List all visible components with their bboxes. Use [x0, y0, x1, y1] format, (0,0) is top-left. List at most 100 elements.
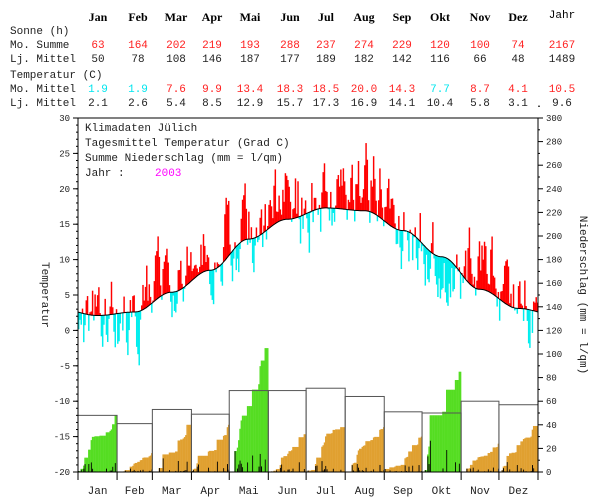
sun-longterm-value: 1489	[548, 54, 576, 66]
daily-precip-bar	[340, 469, 342, 472]
temp-bar-above	[497, 291, 500, 299]
precip-cumulative-bar	[458, 371, 461, 472]
precip-cumulative-bar	[210, 450, 212, 472]
precip-cumulative-bar	[330, 433, 332, 472]
daily-precip-bar	[90, 462, 92, 472]
daily-precip-bar	[424, 470, 426, 472]
temp-bar-above	[144, 286, 147, 309]
precip-cumulative-bar	[212, 450, 215, 472]
precip-cumulative-bar	[204, 455, 206, 472]
x-month-label: Okt	[432, 486, 452, 498]
temp-bar-below	[396, 229, 399, 244]
precip-cumulative-bar	[517, 445, 520, 472]
temp-bar-below	[522, 308, 525, 321]
temp-bar-below	[80, 312, 82, 325]
precip-cumulative-bar	[249, 406, 251, 472]
precip-cumulative-bar	[434, 415, 437, 472]
temp-bar-above	[243, 195, 245, 241]
precip-cumulative-bar	[457, 380, 459, 472]
daily-precip-bar	[287, 469, 289, 472]
temp-bar-above	[365, 143, 367, 211]
precip-cumulative-bar	[369, 441, 371, 472]
temp-bar-below	[433, 254, 435, 259]
temp-bar-below	[258, 235, 260, 240]
temp-bar-above	[245, 208, 248, 240]
precip-cumulative-bar	[467, 468, 469, 472]
temp-bar-below	[427, 249, 429, 280]
temp-bar-above	[322, 172, 324, 209]
precip-cumulative-bar	[340, 427, 342, 472]
temp-longterm-value: 10.4	[426, 98, 454, 110]
right-axis-label: Niederschlag (mm = l/qm)	[576, 216, 588, 374]
precip-cumulative-bar	[364, 445, 366, 472]
precip-cumulative-bar	[166, 454, 168, 472]
daily-precip-bar	[182, 470, 184, 472]
temp-bar-above	[348, 202, 351, 210]
precip-cumulative-bar	[186, 424, 188, 472]
daily-precip-bar	[92, 468, 94, 472]
temp-bar-below	[425, 247, 428, 255]
precip-cumulative-bar	[93, 436, 95, 472]
longterm-temp-curve	[77, 207, 539, 316]
temp-mean-value: 20.0	[350, 84, 378, 96]
precip-cumulative-bar	[414, 445, 416, 472]
temp-bar-below	[128, 312, 130, 331]
temp-bar-above	[512, 284, 515, 308]
precip-cumulative-bar	[418, 437, 420, 472]
right-tick-label: 260	[546, 161, 562, 171]
temp-bar-above	[505, 261, 507, 304]
precip-cumulative-bar	[437, 415, 439, 472]
daily-precip-bar	[520, 468, 522, 472]
precip-cumulative-bar	[149, 455, 152, 472]
temp-bar-below	[404, 230, 406, 232]
chart-title-3: Summe Niederschlag (mm = l/qm)	[85, 153, 283, 165]
temp-bar-above	[272, 218, 274, 226]
temp-bar-above	[112, 307, 114, 315]
temp-bar-below	[101, 315, 104, 347]
temp-bar-above	[95, 306, 98, 316]
precip-cumulative-bar	[159, 468, 162, 472]
temp-bar-above	[110, 281, 113, 315]
precip-cumulative-bar	[474, 460, 477, 472]
temp-bar-above	[326, 191, 328, 208]
precip-cumulative-bar	[185, 435, 187, 472]
precip-cumulative-bar	[360, 448, 362, 472]
temp-bar-above	[389, 208, 391, 226]
precip-cumulative-bar	[245, 415, 248, 472]
precip-cumulative-bar	[332, 429, 335, 472]
temp-bar-above	[284, 173, 287, 220]
precip-cumulative-bar	[497, 443, 500, 472]
daily-precip-bar	[384, 468, 386, 472]
temp-bar-above	[374, 178, 376, 214]
precip-cumulative-bar	[386, 468, 389, 472]
temp-bar-above	[180, 260, 182, 290]
daily-precip-bar	[114, 463, 116, 472]
temp-bar-below	[105, 315, 108, 335]
daily-precip-bar	[192, 470, 194, 472]
temp-bar-below	[434, 255, 437, 277]
temp-bar-above	[267, 225, 269, 230]
temp-bar-below	[331, 208, 333, 226]
temp-bar-below	[108, 314, 110, 319]
sun-longterm-value: 78	[131, 54, 145, 66]
daily-precip-bar	[227, 464, 229, 472]
right-tick-label: 200	[546, 232, 562, 242]
temp-bar-below	[453, 264, 456, 290]
temp-bar-below	[299, 216, 302, 244]
temp-bar-below	[139, 310, 142, 320]
temp-bar-above	[525, 306, 527, 310]
temp-bar-above	[123, 296, 125, 313]
left-tick-label: 0	[65, 326, 70, 336]
temp-bar-above	[196, 268, 198, 277]
temp-bar-below	[333, 208, 336, 222]
precip-cumulative-bar	[521, 441, 524, 472]
precip-cumulative-bar	[432, 415, 434, 472]
precip-cumulative-bar	[283, 456, 285, 472]
precip-cumulative-bar	[405, 457, 408, 472]
daily-precip-bar	[404, 465, 406, 472]
right-tick-label: 60	[546, 397, 557, 407]
precip-cumulative-bar	[224, 435, 226, 472]
temp-bar-below	[114, 313, 117, 348]
temp-bar-below	[122, 312, 124, 331]
temp-bar-above	[227, 200, 230, 256]
